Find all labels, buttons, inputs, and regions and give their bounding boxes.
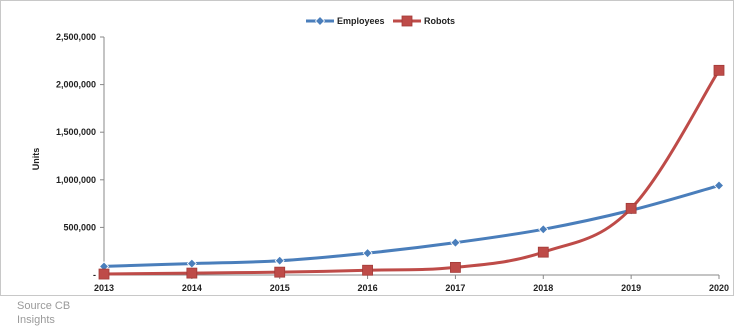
y-tick-label: - <box>93 270 96 280</box>
employees-series-line <box>102 184 721 268</box>
robots-point <box>274 266 286 278</box>
employees-point <box>274 255 285 266</box>
robots-point <box>98 268 110 280</box>
robots-series-line <box>102 68 721 276</box>
x-tick-label: 2015 <box>270 283 290 293</box>
employees-legend-label: Employees <box>337 16 385 26</box>
robots-legend-label: Robots <box>424 16 455 26</box>
y-axis-title: Units <box>31 148 41 171</box>
y-axis-ticks: - 500,000 1,000,000 1,500,000 2,000,000 2,500… <box>56 32 104 280</box>
source-note: Source CB Insights <box>17 300 71 326</box>
employees-point <box>362 248 373 259</box>
y-tick-label: 2,000,000 <box>56 80 96 90</box>
robots-point <box>362 264 373 276</box>
y-tick-label: 1,500,000 <box>56 127 96 137</box>
line-chart: Employees Robots Units - 500,000 1,000,000 1… <box>31 15 729 293</box>
robots-legend-icon <box>401 15 413 27</box>
robots-point <box>186 267 198 279</box>
y-tick-label: 2,500,000 <box>56 32 96 42</box>
y-tick-label: 500,000 <box>63 222 96 232</box>
legend: Employees Robots <box>306 15 455 27</box>
x-axis-ticks: 2013 2014 2015 2016 2017 2018 2019 2020 <box>94 275 729 293</box>
x-tick-label: 2017 <box>445 283 465 293</box>
robots-point <box>537 246 549 258</box>
employees-point <box>186 258 197 269</box>
robots-point <box>450 261 461 273</box>
employees-point <box>450 237 461 248</box>
x-tick-label: 2013 <box>94 283 114 293</box>
x-tick-label: 2019 <box>621 283 641 293</box>
x-tick-label: 2018 <box>533 283 553 293</box>
x-tick-label: 2016 <box>358 283 378 293</box>
x-tick-label: 2014 <box>182 283 202 293</box>
x-tick-label: 2020 <box>709 283 729 293</box>
series-layer <box>98 64 725 280</box>
employees-point <box>713 180 725 191</box>
robots-point <box>625 202 637 214</box>
robots-point <box>713 64 725 76</box>
y-tick-label: 1,000,000 <box>56 175 96 185</box>
employees-legend-icon <box>314 15 326 27</box>
employees-point <box>538 224 549 235</box>
